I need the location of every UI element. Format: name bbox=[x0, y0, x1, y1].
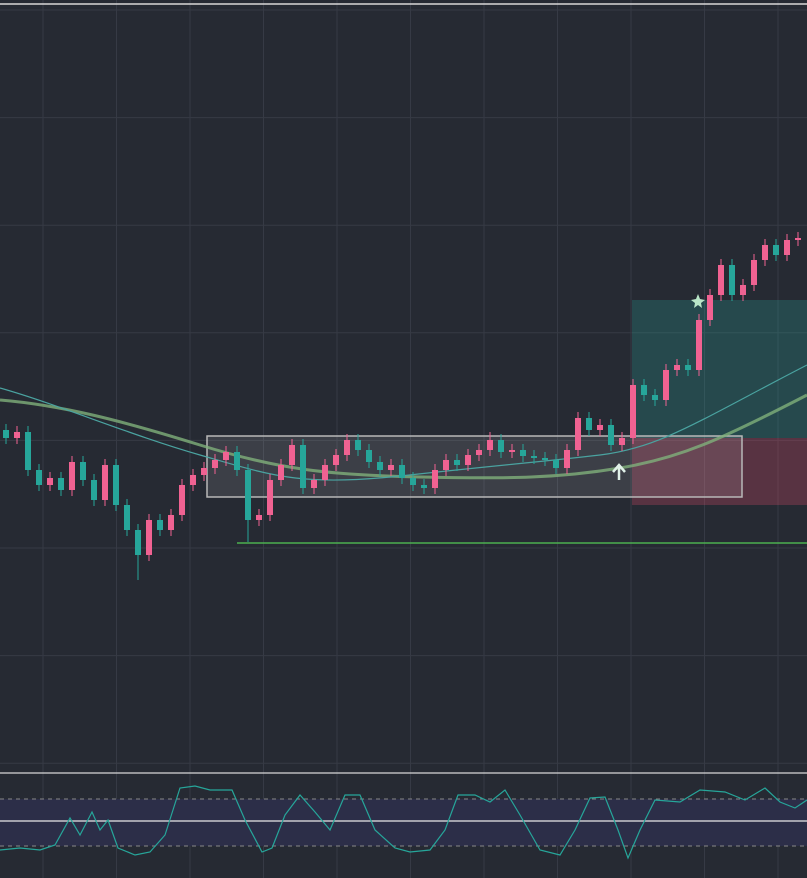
candle-body bbox=[740, 285, 746, 295]
candle-body bbox=[564, 450, 570, 468]
candle-body bbox=[586, 418, 592, 430]
candle-body bbox=[47, 478, 53, 485]
profit-zone bbox=[632, 300, 807, 438]
candle-body bbox=[3, 430, 9, 438]
candle-body bbox=[179, 485, 185, 515]
candle-body bbox=[168, 515, 174, 530]
candle-body bbox=[432, 470, 438, 488]
signal-star bbox=[691, 294, 705, 308]
candle-body bbox=[619, 438, 625, 445]
range-box bbox=[206, 435, 743, 498]
candle-body bbox=[102, 465, 108, 500]
candle-body bbox=[795, 238, 801, 240]
candle-body bbox=[124, 505, 130, 530]
candle-body bbox=[487, 440, 493, 450]
candle-body bbox=[553, 460, 559, 468]
candle-body bbox=[256, 515, 262, 520]
candle-body bbox=[498, 440, 504, 452]
candle-body bbox=[212, 460, 218, 468]
candle-body bbox=[157, 520, 163, 530]
candle-body bbox=[729, 265, 735, 295]
candle-body bbox=[223, 452, 229, 460]
candle-body bbox=[454, 460, 460, 465]
candle-body bbox=[773, 245, 779, 255]
candle-body bbox=[630, 385, 636, 438]
candle-body bbox=[91, 480, 97, 500]
candle-body bbox=[344, 440, 350, 455]
candle-body bbox=[476, 450, 482, 455]
oscillator-band bbox=[0, 799, 807, 846]
candle-body bbox=[663, 370, 669, 400]
candle-body bbox=[146, 520, 152, 555]
candle-body bbox=[36, 470, 42, 485]
candle-body bbox=[718, 265, 724, 295]
candle-body bbox=[80, 462, 86, 480]
candle-body bbox=[399, 465, 405, 478]
candle-body bbox=[201, 468, 207, 475]
candle-body bbox=[289, 445, 295, 465]
candle-body bbox=[234, 452, 240, 470]
oscillator-line bbox=[0, 785, 807, 860]
candle-body bbox=[25, 432, 31, 470]
candle-body bbox=[575, 418, 581, 450]
candle-body bbox=[14, 432, 20, 438]
candle-body bbox=[388, 465, 394, 470]
candle-body bbox=[245, 470, 251, 520]
candle-body bbox=[597, 425, 603, 430]
candle-body bbox=[696, 320, 702, 370]
candle-body bbox=[465, 455, 471, 465]
entry-arrow bbox=[612, 463, 626, 480]
candle-body bbox=[685, 365, 691, 370]
candle-body bbox=[674, 365, 680, 370]
candle-body bbox=[509, 450, 515, 452]
candle-body bbox=[333, 455, 339, 465]
candle-body bbox=[531, 456, 537, 458]
candle-body bbox=[377, 462, 383, 470]
candle-body bbox=[355, 440, 361, 450]
candle-body bbox=[520, 450, 526, 456]
candle-body bbox=[542, 458, 548, 460]
candle-body bbox=[784, 240, 790, 255]
candle-body bbox=[278, 465, 284, 480]
candle-body bbox=[300, 445, 306, 488]
candles bbox=[3, 232, 801, 580]
candle-body bbox=[652, 395, 658, 400]
candle-body bbox=[267, 480, 273, 515]
candle-body bbox=[762, 245, 768, 260]
candle-body bbox=[421, 485, 427, 488]
candle-body bbox=[190, 475, 196, 485]
candle-body bbox=[58, 478, 64, 490]
moving-average-slow bbox=[0, 393, 807, 480]
candle-body bbox=[608, 425, 614, 445]
candle-body bbox=[322, 465, 328, 480]
candle-body bbox=[366, 450, 372, 462]
loss-zone bbox=[632, 438, 807, 505]
candle-body bbox=[443, 460, 449, 470]
candle-body bbox=[410, 478, 416, 485]
candle-body bbox=[311, 480, 317, 488]
candle-body bbox=[69, 462, 75, 490]
candle-body bbox=[113, 465, 119, 505]
candle-body bbox=[707, 295, 713, 320]
candle-body bbox=[135, 530, 141, 555]
candle-body bbox=[751, 260, 757, 285]
candle-body bbox=[641, 385, 647, 395]
